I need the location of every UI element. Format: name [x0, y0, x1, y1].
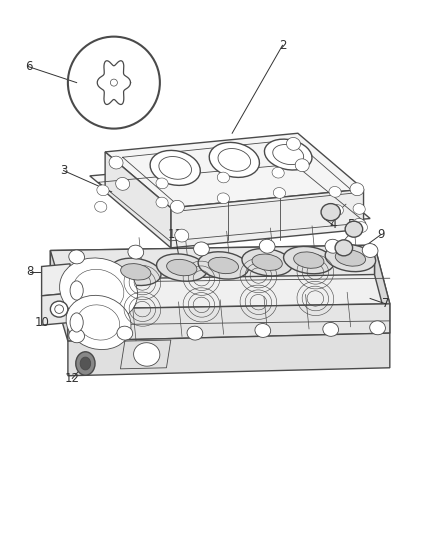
- Ellipse shape: [352, 219, 366, 231]
- Text: 9: 9: [377, 228, 385, 241]
- Ellipse shape: [217, 193, 230, 204]
- Ellipse shape: [345, 221, 363, 237]
- Polygon shape: [68, 304, 390, 341]
- Ellipse shape: [335, 250, 366, 266]
- Text: 3: 3: [60, 164, 67, 177]
- Ellipse shape: [286, 138, 300, 150]
- Ellipse shape: [170, 200, 184, 213]
- Ellipse shape: [323, 322, 339, 336]
- Polygon shape: [171, 189, 364, 248]
- Polygon shape: [42, 293, 70, 325]
- Ellipse shape: [353, 204, 365, 214]
- Ellipse shape: [109, 156, 123, 169]
- Ellipse shape: [156, 197, 168, 208]
- Ellipse shape: [362, 244, 378, 257]
- Ellipse shape: [329, 187, 341, 197]
- Ellipse shape: [325, 239, 341, 253]
- Text: 7: 7: [381, 297, 389, 310]
- Text: 8: 8: [26, 265, 33, 278]
- Ellipse shape: [76, 352, 95, 375]
- Polygon shape: [105, 152, 171, 248]
- Ellipse shape: [293, 252, 324, 268]
- Polygon shape: [50, 245, 390, 309]
- Ellipse shape: [283, 246, 334, 274]
- Ellipse shape: [55, 305, 64, 313]
- Ellipse shape: [66, 295, 131, 350]
- Ellipse shape: [217, 172, 230, 183]
- Ellipse shape: [60, 258, 138, 323]
- Ellipse shape: [209, 142, 259, 177]
- Ellipse shape: [273, 188, 286, 198]
- Ellipse shape: [325, 244, 376, 272]
- Ellipse shape: [78, 305, 120, 340]
- Ellipse shape: [95, 201, 107, 212]
- Polygon shape: [50, 245, 374, 280]
- Polygon shape: [90, 157, 370, 237]
- Polygon shape: [50, 251, 68, 341]
- Ellipse shape: [272, 167, 284, 178]
- Text: 2: 2: [279, 39, 286, 52]
- Ellipse shape: [120, 264, 151, 280]
- Text: 12: 12: [65, 372, 80, 385]
- Ellipse shape: [350, 183, 364, 196]
- Ellipse shape: [150, 150, 200, 185]
- Ellipse shape: [259, 239, 275, 253]
- Ellipse shape: [73, 269, 124, 312]
- Polygon shape: [42, 264, 70, 296]
- Ellipse shape: [128, 245, 144, 259]
- Ellipse shape: [273, 144, 304, 165]
- Ellipse shape: [175, 229, 189, 242]
- Ellipse shape: [198, 252, 249, 279]
- Text: 11: 11: [168, 228, 183, 241]
- Ellipse shape: [97, 185, 109, 196]
- Ellipse shape: [335, 240, 353, 256]
- Ellipse shape: [156, 178, 168, 189]
- Ellipse shape: [321, 204, 340, 221]
- Ellipse shape: [252, 254, 283, 270]
- Ellipse shape: [110, 258, 161, 286]
- Ellipse shape: [117, 326, 133, 340]
- Ellipse shape: [255, 324, 271, 337]
- Ellipse shape: [295, 159, 309, 172]
- Ellipse shape: [69, 250, 85, 264]
- Ellipse shape: [242, 248, 293, 276]
- Text: 6: 6: [25, 60, 32, 73]
- Ellipse shape: [50, 301, 68, 317]
- Text: 10: 10: [34, 316, 49, 329]
- Ellipse shape: [70, 281, 83, 300]
- Ellipse shape: [134, 343, 160, 366]
- Ellipse shape: [370, 321, 385, 335]
- Ellipse shape: [187, 326, 203, 340]
- Ellipse shape: [208, 257, 239, 273]
- Polygon shape: [374, 245, 390, 333]
- Ellipse shape: [70, 313, 83, 332]
- Ellipse shape: [194, 242, 209, 256]
- Ellipse shape: [265, 139, 312, 170]
- Ellipse shape: [80, 357, 91, 370]
- Ellipse shape: [69, 329, 85, 343]
- Ellipse shape: [156, 254, 207, 281]
- Ellipse shape: [116, 177, 130, 190]
- Ellipse shape: [331, 205, 343, 215]
- Text: 5: 5: [347, 219, 354, 231]
- Polygon shape: [68, 333, 390, 376]
- Ellipse shape: [166, 260, 197, 276]
- Ellipse shape: [159, 157, 191, 179]
- Polygon shape: [105, 133, 364, 208]
- Text: 4: 4: [329, 219, 337, 231]
- Ellipse shape: [355, 222, 367, 232]
- Ellipse shape: [218, 149, 251, 171]
